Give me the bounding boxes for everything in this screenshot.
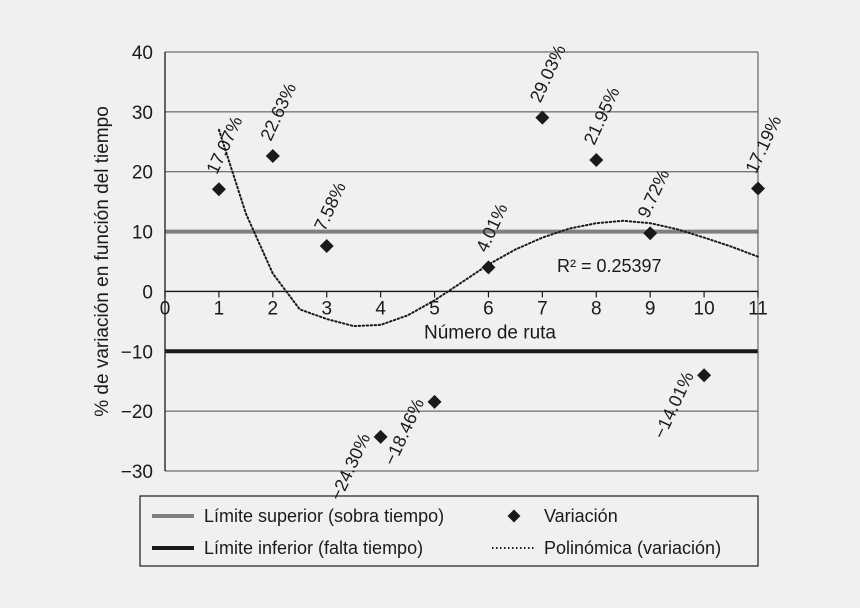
- y-tick-label: 20: [132, 163, 153, 184]
- x-tick-label: 3: [321, 298, 332, 319]
- data-labels: 17.07%22.63%7.58%−24.30% −18.46%4.01%29.0…: [202, 42, 785, 504]
- legend-label: Variación: [544, 506, 618, 526]
- legend-label: Límite superior (sobra tiempo): [204, 506, 444, 526]
- axes: 40 30 20 10 0 −10 −20 −30 0 1 2 3 4 5 6 7 8 9 10 11: [121, 43, 768, 483]
- data-label: 4.01%: [472, 200, 512, 255]
- reference-lines: [165, 229, 758, 354]
- data-label: 7.58%: [310, 179, 350, 234]
- legend-label: Polinómica (variación): [544, 538, 721, 558]
- data-point-diamond: [265, 148, 280, 163]
- y-tick-label: 40: [132, 43, 153, 64]
- legend-label: Límite inferior (falta tiempo): [204, 538, 423, 558]
- y-tick-label: 30: [132, 103, 153, 124]
- data-point-diamond: [211, 182, 226, 197]
- x-axis-title: Número de ruta: [424, 322, 556, 343]
- x-tick-label: 6: [483, 298, 494, 319]
- x-tick-label: 4: [375, 298, 386, 319]
- x-tick-label: 8: [591, 298, 602, 319]
- r-squared-label: R² = 0.25397: [557, 256, 662, 276]
- data-point-diamond: [589, 153, 604, 168]
- y-tick-label: −10: [121, 342, 153, 363]
- data-label: −18.46%: [380, 395, 428, 468]
- data-point-diamond: [643, 226, 658, 241]
- x-tick-label: 10: [694, 298, 715, 319]
- legend: Límite superior (sobra tiempo) Variación L…: [139, 495, 759, 567]
- y-tick-label: −30: [121, 462, 153, 483]
- y-tick-label: 0: [142, 282, 153, 303]
- x-tick-label: 2: [268, 298, 279, 319]
- x-tick-label: 11: [748, 298, 768, 319]
- legend-box: [139, 495, 759, 567]
- legend-diamond-swatch: [507, 509, 521, 523]
- data-label: 21.95%: [580, 84, 624, 148]
- data-label: −24.30%: [326, 430, 374, 503]
- x-tick-label: 1: [214, 298, 225, 319]
- data-label: 9.72%: [634, 166, 674, 221]
- data-label: 17.07%: [202, 113, 246, 177]
- data-point-diamond: [535, 110, 550, 125]
- y-tick-label: −20: [121, 402, 153, 423]
- data-points: [211, 110, 765, 444]
- y-tick-label: 10: [132, 223, 153, 244]
- x-tick-label: 9: [645, 298, 656, 319]
- data-point-diamond: [427, 394, 442, 409]
- x-tick-label: 7: [537, 298, 548, 319]
- x-tick-label: 0: [160, 298, 171, 319]
- data-point-diamond: [697, 368, 712, 383]
- data-label: −14.01%: [649, 369, 697, 442]
- data-point-diamond: [481, 260, 496, 275]
- y-axis-title: % de variación en función del tiempo: [92, 106, 113, 417]
- data-point-diamond: [373, 429, 388, 444]
- data-point-diamond: [751, 181, 765, 196]
- x-tick-label: 5: [429, 298, 440, 319]
- data-label: 17.19%: [741, 112, 785, 176]
- data-label: 29.03%: [526, 42, 570, 106]
- data-point-diamond: [319, 239, 334, 254]
